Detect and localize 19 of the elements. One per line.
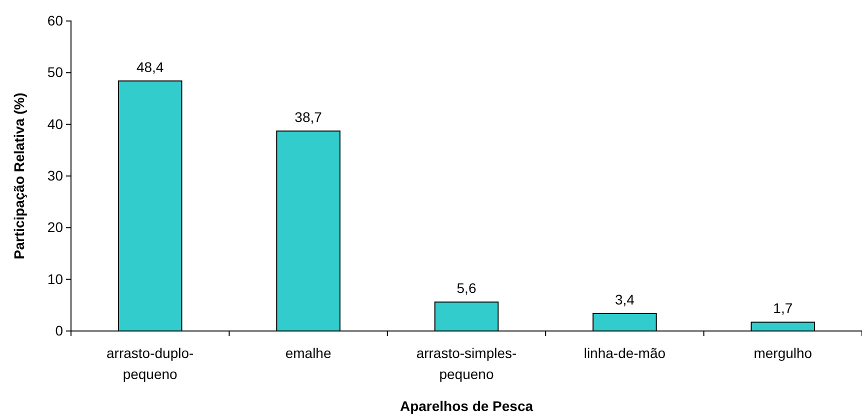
x-axis-title: Aparelhos de Pesca	[400, 398, 534, 414]
y-tick-label: 40	[47, 116, 64, 132]
x-tick-label: emalhe	[285, 345, 332, 361]
x-tick-label: mergulho	[754, 345, 812, 361]
y-tick-label: 50	[47, 64, 64, 80]
y-tick-label: 0	[55, 322, 64, 338]
y-tick-label: 30	[47, 167, 64, 184]
data-label: 3,4	[614, 291, 635, 308]
x-tick-label: arrasto-simples-pequeno	[416, 345, 518, 382]
data-label: 1,7	[773, 300, 793, 316]
data-label: 38,7	[294, 109, 322, 126]
y-tick-label: 10	[47, 270, 64, 287]
x-tick-label: linha-de-mão	[584, 345, 666, 361]
y-axis-title: Participação Relativa (%)	[11, 92, 27, 260]
data-label: 48,4	[136, 58, 164, 75]
y-tick-label: 60	[47, 12, 64, 28]
data-label: 5,6	[456, 280, 476, 296]
y-tick-label: 20	[47, 219, 64, 236]
x-tick-label: arrasto-duplo-pequeno	[106, 345, 194, 382]
